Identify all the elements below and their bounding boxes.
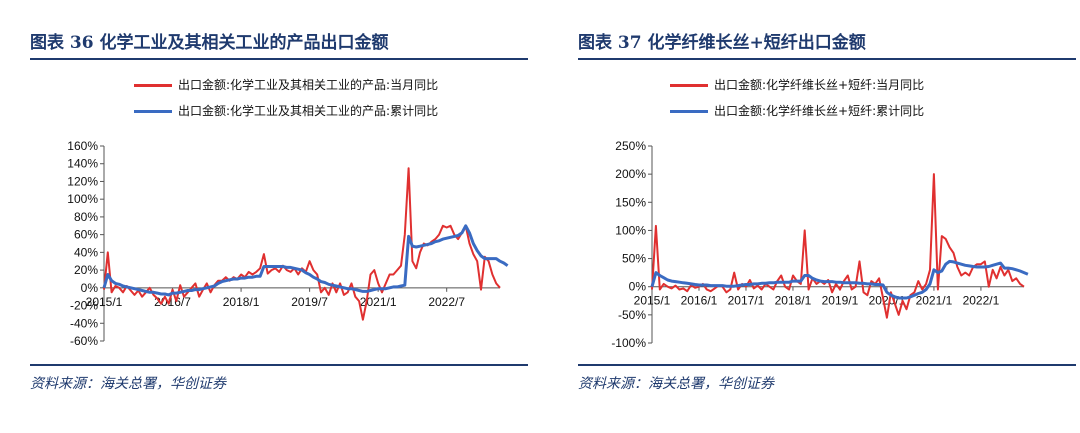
- x-tick-label: 2021/1: [916, 294, 953, 308]
- chart-title: 图表 36 化学工业及其相关工业的产品出口金额: [30, 33, 389, 53]
- line-chart: 160% 140% 120% 100% 80% 60% 40% 20% 0% -20% -40% -6…: [67, 139, 509, 348]
- y-tick-label: -50%: [618, 308, 646, 322]
- source-rule: [30, 364, 528, 366]
- y-tick-label: -40%: [70, 316, 98, 330]
- x-tick-label: 2022/1: [963, 294, 1000, 308]
- y-tick-label: 140%: [67, 157, 98, 171]
- chart-panel-left: 图表 36 化学工业及其相关工业的产品出口金额 出口金额:化学工业及其相关工业的…: [8, 0, 528, 433]
- y-tick-label: 250%: [615, 139, 646, 153]
- legend-swatch-monthly: [670, 84, 708, 87]
- y-tick-label: -100%: [611, 336, 646, 350]
- legend-item-monthly: 出口金额:化学工业及其相关工业的产品:当月同比: [134, 76, 438, 93]
- title-rule: [30, 58, 528, 60]
- chart-title: 图表 37 化学纤维长丝+短纤出口金额: [578, 33, 866, 53]
- x-tick-label: 2015/1: [86, 295, 123, 309]
- legend-swatch-cumulative: [134, 110, 172, 113]
- x-tick-label: 2016/1: [681, 294, 718, 308]
- legend-item-monthly: 出口金额:化学纤维长丝+短纤:当月同比: [670, 76, 924, 93]
- chart-panel-right: 图表 37 化学纤维长丝+短纤出口金额 出口金额:化学纤维长丝+短纤:当月同比 …: [556, 0, 1076, 433]
- y-tick-label: 40%: [74, 245, 98, 259]
- x-tick-label: 2022/7: [428, 295, 465, 309]
- y-tick-label: -60%: [70, 334, 98, 348]
- x-tick-label: 2018/1: [775, 294, 812, 308]
- y-tick-label: 100%: [615, 223, 646, 237]
- y-tick-label: 60%: [74, 228, 98, 242]
- legend-label-cumulative: 出口金额:化学纤维长丝+短纤:累计同比: [714, 104, 925, 118]
- source-note: 资料来源：海关总署，华创证券: [578, 376, 774, 392]
- y-tick-label: 200%: [615, 167, 646, 181]
- y-tick-label: 100%: [67, 192, 98, 206]
- source-note: 资料来源：海关总署，华创证券: [30, 376, 226, 392]
- y-tick-label: 0%: [81, 281, 99, 295]
- legend-swatch-cumulative: [670, 110, 708, 113]
- series-line-monthly: [103, 167, 501, 321]
- y-tick-label: 0%: [629, 280, 647, 294]
- y-tick-label: -20%: [70, 299, 98, 313]
- legend-item-cumulative: 出口金额:化学工业及其相关工业的产品:累计同比: [134, 102, 438, 119]
- series-line-cumulative: [650, 259, 1029, 300]
- x-tick-label: 2015/1: [634, 294, 671, 308]
- x-tick-label: 2019/7: [291, 295, 328, 309]
- series-line-monthly: [651, 173, 1025, 319]
- x-tick-label: 2017/1: [728, 294, 765, 308]
- x-tick-label: 2021/1: [360, 295, 397, 309]
- title-rule: [578, 58, 1076, 60]
- x-tick-label: 2020/1: [869, 294, 906, 308]
- y-tick-label: 150%: [615, 195, 646, 209]
- legend-label-monthly: 出口金额:化学工业及其相关工业的产品:当月同比: [178, 78, 439, 92]
- y-tick-label: 20%: [74, 263, 98, 277]
- legend-label-cumulative: 出口金额:化学工业及其相关工业的产品:累计同比: [178, 104, 439, 118]
- x-tick-label: 2018/1: [223, 295, 260, 309]
- y-tick-label: 120%: [67, 174, 98, 188]
- legend-item-cumulative: 出口金额:化学纤维长丝+短纤:累计同比: [670, 102, 924, 119]
- y-tick-label: 160%: [67, 139, 98, 153]
- source-rule: [578, 364, 1076, 366]
- y-tick-label: 80%: [74, 210, 98, 224]
- series-line-cumulative: [102, 224, 509, 297]
- y-tick-label: 50%: [622, 252, 646, 266]
- line-chart: 250% 200% 150% 100% 50% 0% -50% -100% 2015/1 2016…: [611, 139, 1029, 350]
- legend-label-monthly: 出口金额:化学纤维长丝+短纤:当月同比: [714, 78, 925, 92]
- x-tick-label: 2019/1: [822, 294, 859, 308]
- legend-swatch-monthly: [134, 84, 172, 87]
